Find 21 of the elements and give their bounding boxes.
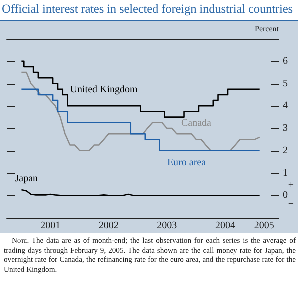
x-tick-label: 2004	[216, 220, 236, 232]
series-label: Canada	[181, 118, 212, 130]
x-tick-label: 2002	[98, 220, 119, 232]
series-label: Euro area	[167, 157, 207, 168]
chart-title: Official interest rates in selected foreign industrial countries	[2, 2, 293, 17]
y-tick-label: 0	[283, 190, 288, 202]
y-tick-label: 3	[283, 123, 288, 134]
x-tick-label: 2003	[157, 220, 178, 232]
y-tick-label: 2	[283, 145, 288, 156]
y-tick-label: 1	[283, 168, 288, 179]
series-label: United Kingdom	[70, 84, 138, 96]
y-tick-label: 5	[283, 78, 288, 90]
line-series	[21, 72, 260, 152]
x-tick-label: 2001	[40, 220, 61, 232]
series-label: Japan	[15, 174, 38, 185]
y-axis-title: Percent	[255, 24, 280, 34]
y-tick-label: 6	[283, 56, 288, 67]
x-tick-label: 2005	[254, 220, 274, 232]
text: +	[288, 180, 294, 192]
text: −	[288, 199, 294, 210]
y-tick-label: 4	[283, 100, 288, 112]
